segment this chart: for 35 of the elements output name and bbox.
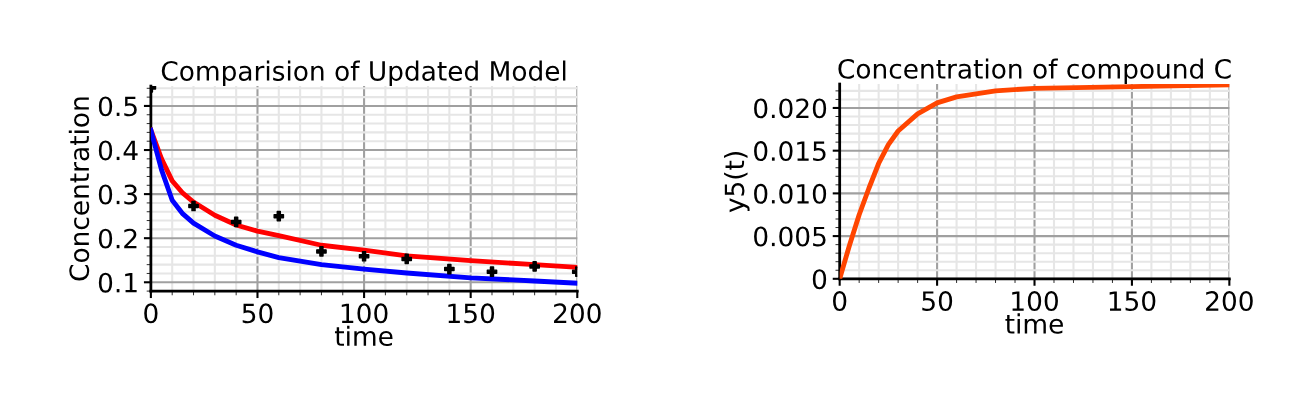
y-tick-label: 0.5 [98, 96, 137, 117]
point [188, 200, 199, 212]
y-tick-label: 0.2 [98, 228, 137, 249]
x-tick-label: 100 [341, 303, 388, 324]
x-axis-title: time [1005, 313, 1063, 334]
y-axis-title: y5(t) [724, 152, 750, 213]
x-tick-label: 150 [448, 303, 495, 324]
x-tick-label: 0 [833, 291, 847, 312]
x-tick-label: 50 [242, 303, 273, 324]
y-tick-label: 0.3 [98, 184, 137, 205]
y-tick-label: 0.005 [754, 226, 826, 247]
point [358, 250, 370, 262]
y-tick-label: 0.020 [754, 98, 827, 119]
x-tick-label: 100 [1012, 291, 1058, 312]
y-tick-label: 0.1 [98, 272, 137, 293]
y-axis-title: Concentration [68, 97, 90, 281]
point [444, 263, 455, 275]
y-tick-label: 0.010 [754, 183, 827, 204]
x-tick-label: 50 [922, 291, 953, 312]
x-tick-label: 150 [1109, 291, 1156, 312]
point [230, 216, 242, 228]
x-tick-label: 200 [1206, 291, 1253, 312]
point [486, 266, 498, 278]
point [529, 261, 540, 272]
y-tick-label: 0 [812, 269, 827, 290]
chart-title: Concentration of compound C [838, 58, 1231, 84]
x-tick-label: 200 [554, 303, 601, 324]
chart-title: Comparision of Updated Model [161, 60, 566, 87]
y-tick-label: 0.015 [754, 141, 826, 162]
point [273, 210, 285, 222]
x-tick-label: 0 [144, 303, 158, 324]
point [316, 246, 327, 257]
y-tick-label: 0.4 [98, 140, 138, 161]
point [401, 253, 413, 265]
x-axis-title: time [334, 325, 393, 347]
